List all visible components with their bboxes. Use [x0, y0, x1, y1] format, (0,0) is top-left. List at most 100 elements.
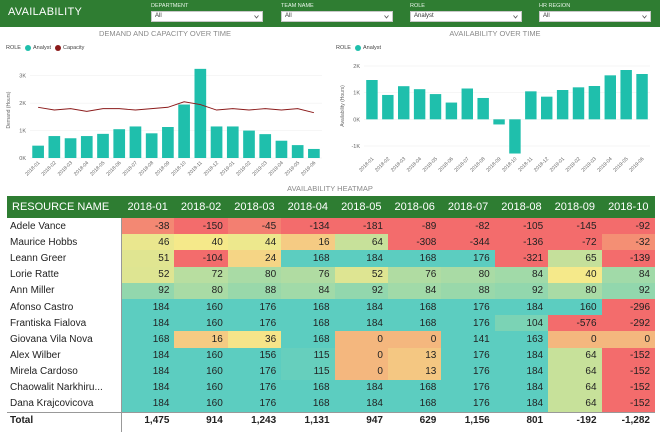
heatmap-cell[interactable]: -308: [387, 234, 442, 251]
heatmap-cell[interactable]: 168: [387, 396, 442, 413]
heatmap-cell[interactable]: 46: [121, 234, 175, 251]
column-header-2018-06[interactable]: 2018-06: [387, 196, 442, 218]
hr-region-select[interactable]: All: [539, 11, 651, 22]
heatmap-cell[interactable]: 160: [174, 315, 228, 332]
heatmap-cell[interactable]: 168: [281, 315, 335, 332]
column-header-resource-name[interactable]: RESOURCE NAME: [7, 196, 121, 218]
heatmap-cell[interactable]: 160: [174, 379, 228, 397]
heatmap-cell[interactable]: 84: [281, 282, 335, 299]
heatmap-cell[interactable]: 168: [281, 396, 335, 413]
column-header-2018-08[interactable]: 2018-08: [494, 196, 549, 218]
heatmap-cell[interactable]: -344: [441, 234, 495, 251]
heatmap-cell[interactable]: 176: [227, 298, 282, 316]
table-row[interactable]: Giovana Vila Nova 168 16 36 168 0 0 141 163 0 0: [7, 331, 655, 348]
heatmap-cell[interactable]: -104: [174, 250, 228, 267]
team-name-select[interactable]: All: [281, 11, 393, 22]
heatmap-cell[interactable]: -89: [387, 218, 442, 235]
heatmap-cell[interactable]: 16: [174, 331, 228, 348]
heatmap-cell[interactable]: 52: [334, 266, 388, 283]
heatmap-cell[interactable]: 184: [121, 298, 175, 316]
heatmap-cell[interactable]: -321: [494, 250, 549, 267]
heatmap-cell[interactable]: 160: [174, 396, 228, 413]
heatmap-cell[interactable]: 168: [281, 250, 335, 267]
heatmap-cell[interactable]: 40: [548, 266, 602, 283]
table-row[interactable]: Dana Krajcovicova 184 160 176 168 184 168 176 18…: [7, 396, 655, 413]
table-row[interactable]: Ann Miller 92 80 88 84 92 84 88 92 80 92: [7, 282, 655, 299]
table-row[interactable]: Leann Greer 51 -104 24 168 184 168 176 -321 65 -13…: [7, 250, 655, 267]
heatmap-cell[interactable]: -181: [334, 218, 388, 235]
heatmap-cell[interactable]: 0: [548, 331, 602, 348]
heatmap-cell[interactable]: 168: [387, 379, 442, 397]
heatmap-cell[interactable]: 168: [281, 298, 335, 316]
heatmap-cell[interactable]: -152: [601, 379, 655, 397]
heatmap-cell[interactable]: -82: [441, 218, 495, 235]
heatmap-cell[interactable]: -576: [548, 315, 602, 332]
heatmap-cell[interactable]: 92: [121, 282, 175, 299]
heatmap-cell[interactable]: 13: [387, 363, 442, 380]
heatmap-cell[interactable]: 176: [227, 396, 282, 413]
heatmap-cell[interactable]: 184: [334, 315, 388, 332]
heatmap-cell[interactable]: 184: [121, 363, 175, 380]
table-row[interactable]: Alex Wilber 184 160 156 115 0 13 176 184 64 -152: [7, 347, 655, 364]
legend-item-analyst[interactable]: Analyst: [24, 45, 51, 51]
heatmap-cell[interactable]: 176: [227, 363, 282, 380]
heatmap-cell[interactable]: 16: [281, 234, 335, 251]
heatmap-cell[interactable]: 176: [441, 250, 495, 267]
column-header-2018-09[interactable]: 2018-09: [548, 196, 602, 218]
heatmap-cell[interactable]: 176: [441, 379, 495, 397]
heatmap-cell[interactable]: 184: [334, 396, 388, 413]
heatmap-cell[interactable]: 72: [174, 266, 228, 283]
heatmap-cell[interactable]: 168: [281, 331, 335, 348]
heatmap-cell[interactable]: 36: [227, 331, 282, 348]
heatmap-cell[interactable]: 92: [494, 282, 549, 299]
legend-item-analyst[interactable]: Analyst: [354, 45, 381, 51]
heatmap-cell[interactable]: 184: [121, 347, 175, 364]
heatmap-cell[interactable]: 184: [121, 315, 175, 332]
heatmap-cell[interactable]: 160: [174, 363, 228, 380]
heatmap-cell[interactable]: 0: [334, 347, 388, 364]
heatmap-cell[interactable]: 51: [121, 250, 175, 267]
demand-capacity-chart[interactable]: Demand (Hours)0K1K2K3K2018-012018-022018…: [0, 52, 330, 180]
availability-heatmap[interactable]: RESOURCE NAME 2018-01 2018-02 2018-03 2018-0…: [7, 196, 655, 429]
heatmap-cell[interactable]: 80: [227, 266, 282, 283]
heatmap-cell[interactable]: 88: [441, 282, 495, 299]
heatmap-cell[interactable]: -152: [601, 347, 655, 364]
department-select[interactable]: All: [151, 11, 263, 22]
heatmap-cell[interactable]: -105: [494, 218, 549, 235]
heatmap-cell[interactable]: 92: [601, 282, 655, 299]
demand-chart-legend[interactable]: ROLE Analyst Capacity: [6, 45, 84, 51]
heatmap-cell[interactable]: 80: [441, 266, 495, 283]
heatmap-cell[interactable]: 176: [441, 363, 495, 380]
heatmap-cell[interactable]: 64: [548, 347, 602, 364]
column-header-2018-02[interactable]: 2018-02: [174, 196, 228, 218]
legend-item-capacity[interactable]: Capacity: [55, 45, 84, 51]
heatmap-cell[interactable]: 0: [601, 331, 655, 348]
heatmap-cell[interactable]: 176: [441, 315, 495, 332]
table-row[interactable]: Mirela Cardoso 184 160 176 115 0 13 176 184 64 -15…: [7, 363, 655, 380]
heatmap-cell[interactable]: 176: [227, 379, 282, 397]
heatmap-cell[interactable]: -38: [121, 218, 175, 235]
table-row[interactable]: Maurice Hobbs 46 40 44 16 64 -308 -344 -136 -72 -3…: [7, 234, 655, 251]
heatmap-cell[interactable]: -72: [548, 234, 602, 251]
heatmap-cell[interactable]: -45: [227, 218, 282, 235]
heatmap-cell[interactable]: 184: [334, 250, 388, 267]
heatmap-cell[interactable]: 184: [494, 363, 549, 380]
column-header-2018-04[interactable]: 2018-04: [281, 196, 335, 218]
column-header-2018-10[interactable]: 2018-10: [601, 196, 655, 218]
heatmap-cell[interactable]: 13: [387, 347, 442, 364]
heatmap-cell[interactable]: 176: [441, 347, 495, 364]
heatmap-cell[interactable]: 65: [548, 250, 602, 267]
heatmap-cell[interactable]: 168: [281, 379, 335, 397]
heatmap-cell[interactable]: 176: [441, 298, 495, 316]
heatmap-cell[interactable]: -139: [601, 250, 655, 267]
column-header-2018-01[interactable]: 2018-01: [121, 196, 175, 218]
heatmap-cell[interactable]: -145: [548, 218, 602, 235]
heatmap-cell[interactable]: 84: [387, 282, 442, 299]
role-select[interactable]: Analyst: [410, 11, 522, 22]
availability-chart-legend[interactable]: ROLE Analyst: [336, 45, 381, 51]
heatmap-cell[interactable]: -136: [494, 234, 549, 251]
heatmap-cell[interactable]: 92: [334, 282, 388, 299]
heatmap-cell[interactable]: 88: [227, 282, 282, 299]
heatmap-cell[interactable]: 64: [548, 396, 602, 413]
heatmap-cell[interactable]: 80: [548, 282, 602, 299]
